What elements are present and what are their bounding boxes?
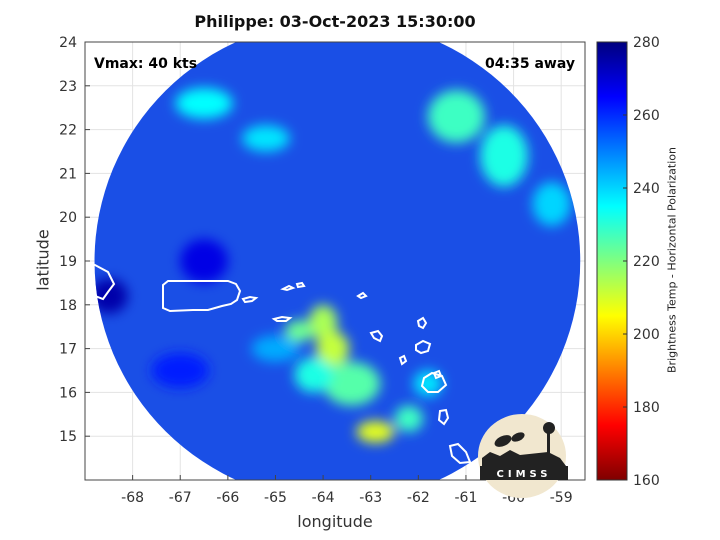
x-tick-label: -68 — [121, 490, 144, 506]
cimss-logo-text: CIMSS — [497, 469, 552, 480]
brightness-feature — [285, 320, 314, 343]
x-tick-label: -66 — [216, 490, 239, 506]
vmax-annotation: Vmax: 40 kts — [94, 56, 197, 72]
y-tick-label: 18 — [59, 298, 77, 314]
x-tick-label: -62 — [407, 490, 430, 506]
montserrat-outline — [398, 354, 408, 366]
hispaniola-outline — [85, 261, 116, 302]
x-tick-label: -63 — [359, 490, 382, 506]
virgin-islands-2-outline — [295, 281, 306, 289]
colorbar — [596, 41, 628, 481]
colorbar-tick-label: 220 — [633, 254, 660, 270]
brightness-feature — [151, 352, 209, 389]
x-axis-label: longitude — [297, 512, 373, 531]
vieques-outline — [241, 295, 259, 304]
distance-annotation: 04:35 away — [485, 56, 575, 72]
saba-outline — [369, 329, 384, 343]
x-tick-label: -64 — [312, 490, 335, 506]
brightness-feature — [356, 420, 395, 443]
brightness-feature — [175, 87, 233, 119]
colorbar-tick-label: 260 — [633, 108, 660, 124]
y-tick-label: 17 — [59, 342, 77, 358]
y-tick-label: 22 — [59, 123, 77, 139]
brightness-features — [94, 87, 571, 443]
marie-galante-outline — [432, 369, 443, 380]
brightness-feature — [294, 357, 333, 393]
brightness-feature — [323, 361, 381, 406]
x-tick-label: -59 — [550, 490, 573, 506]
virgin-islands-outline — [280, 284, 296, 292]
y-tick-label: 21 — [59, 166, 77, 182]
guadeloupe-outline — [415, 339, 432, 355]
colorbar-tick-label: 160 — [633, 473, 660, 489]
brightness-feature — [480, 125, 528, 187]
x-tick-label: -67 — [169, 490, 192, 506]
colorbar-tick-label: 180 — [633, 400, 660, 416]
st-lucia-outline — [448, 442, 472, 465]
st-croix-outline — [271, 315, 293, 322]
y-tick-label: 20 — [59, 210, 77, 226]
x-tick-label: -61 — [455, 490, 478, 506]
microwave-swath — [94, 42, 581, 480]
y-axis-ticks: 15 16 17 18 19 20 21 22 23 24 — [59, 35, 90, 445]
chart-title: Philippe: 03-Oct-2023 15:30:00 — [194, 12, 476, 31]
x-tick-label: -65 — [264, 490, 287, 506]
brightness-feature — [180, 239, 228, 283]
colorbar-tick-label: 280 — [633, 35, 660, 51]
brightness-feature — [94, 278, 128, 314]
brightness-feature — [427, 90, 485, 143]
y-tick-label: 19 — [59, 254, 77, 270]
brightness-feature — [251, 335, 300, 362]
y-tick-label: 23 — [59, 79, 77, 95]
anguilla-outline — [356, 291, 368, 300]
brightness-feature — [308, 304, 338, 340]
brightness-feature — [394, 405, 424, 432]
colorbar-tick-label: 240 — [633, 181, 660, 197]
martinique-outline — [437, 408, 450, 426]
puerto-rico-outline — [162, 280, 242, 313]
brightness-feature — [242, 125, 290, 152]
colorbar-tick-label: 200 — [633, 327, 660, 343]
brightness-feature — [315, 331, 350, 367]
brightness-feature — [532, 182, 571, 226]
island-outlines — [85, 261, 472, 465]
colorbar-ticks: 160 180 200 220 240 260 280 — [623, 35, 660, 489]
y-tick-label: 16 — [59, 385, 77, 401]
y-tick-label: 24 — [59, 35, 77, 51]
antigua-outline — [416, 316, 428, 330]
cimss-logo: CIMSS — [478, 414, 568, 498]
y-tick-label: 15 — [59, 429, 77, 445]
